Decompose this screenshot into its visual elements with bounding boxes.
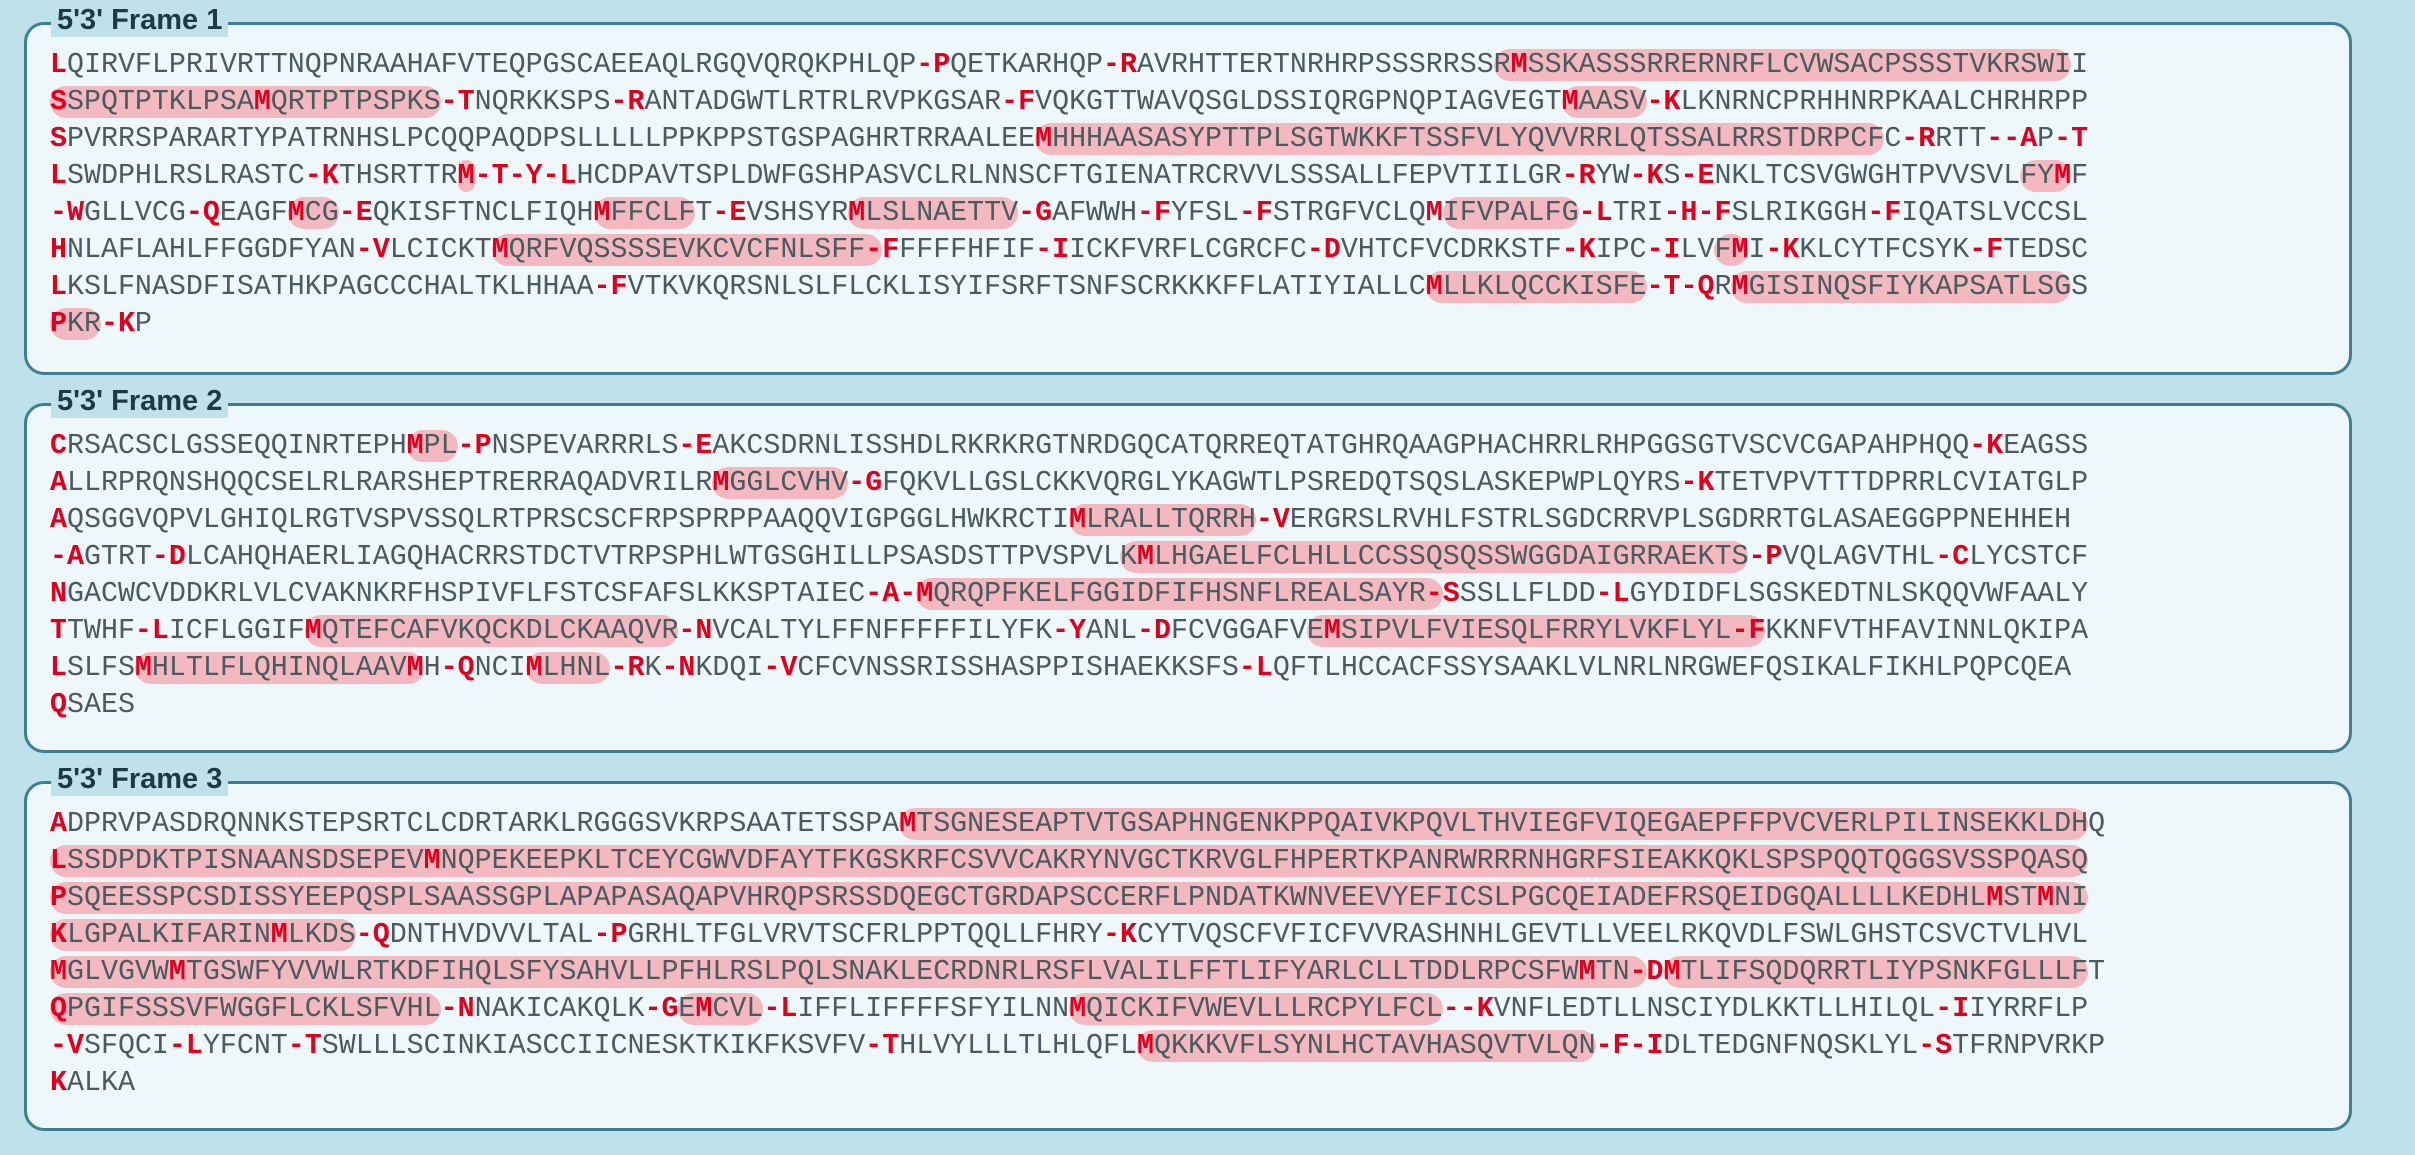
orf-highlight: LSSDPDKTPISNAANSDSEPEVMNQPEKEEPKLTCEYCGW… [50,845,2089,877]
sequence-line: PKR-KP [50,308,152,340]
orf-highlight: EMSIPVLFVIESQLFRRYLVKFLYL-F [1306,615,1766,647]
orf-highlight: QPGIFSSSVFWGGFLCKLSFVHL [50,993,441,1025]
sequence-line: PSQEESSPCSDISSYEEPQSPLSAASSGPLAPAPASAQAP… [50,880,2329,917]
sequence-line: LQIRVFLPRIVRTTNQPNRAAHAFVTEQPGSCAEEAQLRG… [50,49,2089,81]
sequence-line: LSWDPHLRSLRASTC-KTHSRTTRM-T-Y-LHCDPAVTSP… [50,160,2089,192]
sequence-line: QPGIFSSSVFWGGFLCKLSFVHL-NNAKICAKQLK-GEMC… [50,993,2089,1025]
sequence-line: LSSDPDKTPISNAANSDSEPEVMNQPEKEEPKLTCEYCGW… [50,843,2329,880]
orf-highlight: MHLTLFLQHINQLAAVM [134,652,424,684]
orf-highlight: MTSGNESEAPTVTGSAPHNGENKPPQAIVKPQVLTHVIEG… [899,808,2089,840]
orf-highlight: MQICKIFVWEVLLLRCPYLFCL [1069,993,1443,1025]
sequence-line: KLGPALKIFARINMLKDS-QDNTHVDVVLTAL-PGRHLTF… [50,919,2089,951]
orf-highlight: SSPQTPTKLPSAMQRTPTPSPKS [50,86,441,118]
orf-highlight: FYM [2020,160,2072,192]
orf-highlight: MQRFVQSSSSEVKCVCFNLSFF- [491,234,883,266]
orf-highlight: M [457,160,475,192]
frame-3-panel: 5'3' Frame 3 ADPRVPASDRQNNKSTEPSRTCLCDRT… [24,762,2352,1131]
orf-highlight: PSQEESSPCSDISSYEEPQSPLSAASSGPLAPAPASAQAP… [50,882,2089,914]
sequence-line: HNLAFLAHLFFGGDFYAN-VLCICKTMQRFVQSSSSEVKC… [50,234,2089,266]
orf-highlight: KMLHGAELFCLHLLCCSSQSQSSWGGDAIGRRAEKTS [1120,541,1749,573]
frame-1-panel: 5'3' Frame 1 LQIRVFLPRIVRTTNQPNRAAHAFVTE… [24,3,2352,375]
sequence-line: SPVRRSPARARTYPATRNHSLPCQQPAQDPSLLLLLPPKP… [50,123,2089,155]
sequence-line: KALKA [50,1067,135,1099]
frame-1-title: 5'3' Frame 1 [51,3,229,37]
orf-highlight: MAASV [1561,86,1647,118]
orf-highlight: MLLKLQCCKISFE [1425,271,1647,303]
orf-highlight: MGGLCVHV [712,467,849,499]
orf-highlight: MGLVGVWMTGSWFYVVWLRTKDFIHQLSFYSAHVLLPFHL… [50,956,1647,988]
sequence-line: SSPQTPTKLPSAMQRTPTPSPKS-TNQRKKSPS-RANTAD… [50,86,2089,118]
sequence-line: -AGTRT-DLCAHQHAERLIAGQHACRRSTDCTVTRPSPHL… [50,541,2089,573]
orf-highlight: EMCVL [678,993,764,1025]
sequence-line: -WGLLVCG-QEAGFMCG-EQKISFTNCLFIQHMFFCLFT-… [50,197,2089,229]
sequence-line: CRSACSCLGSSEQQINRTEPHMPL-PNSPEVARRRLS-EA… [50,430,2089,462]
sequence-line: TTWHF-LICFLGGIFMQTEFCAFVKQCKDLCKAAQVR-NV… [50,615,2089,647]
frame-2-title: 5'3' Frame 2 [51,384,229,418]
orf-highlight: MQRQPFKELFGGIDFIFHSNFLREALSAYR- [916,578,1443,610]
frame-2-panel: 5'3' Frame 2 CRSACSCLGSSEQQINRTEPHMPL-PN… [24,384,2352,753]
orf-highlight: MCG [287,197,339,229]
orf-highlight: MLSLNAETTV [848,197,1019,229]
orf-highlight: MQTEFCAFVKQCKDLCKAAQVR [304,615,679,647]
sequence-line: QSAES [50,689,135,721]
orf-highlight: RMSSKASSSRRERNRFLCVWSACPSSSTVKRSWI [1493,49,2072,81]
orf-highlight: MTLIFSQDQRRTLIYPSNKFGLLLF [1663,956,2089,988]
sequence-line: ADPRVPASDRQNNKSTEPSRTCLCDRTARKLRGGGSVKRP… [50,808,2106,840]
sequence-line: MGLVGVWMTGSWFYVVWLRTKDFIHQLSFYSAHVLLPFHL… [50,956,2106,988]
orf-highlight: FM [1714,234,1749,266]
orf-highlight: IFVPALFG [1442,197,1579,229]
orf-highlight: MLHNL [525,652,611,684]
orf-highlight: MFFCLF [593,197,696,229]
orf-highlight: MLRALLTQRRH [1069,504,1256,536]
sequence-line: -VSFQCI-LYFCNT-TSWLLLSCINKIASCCIICNESKTK… [50,1030,2106,1062]
sequence-line: LSLFSMHLTLFLQHINQLAAVMH-QNCIMLHNL-RK-NKD… [50,652,2072,684]
sequence-line: LKSLFNASDFISATHKPAGCCCHALTKLHHAA-FVTKVKQ… [50,271,2089,303]
orf-highlight: KLGPALKIFARINMLKDS [50,919,356,951]
sequence-line: NGACWCVDDKRLVLCVAKNKRFHSPIVFLFSTCSFAFSLK… [50,578,2089,610]
orf-highlight: MQKKKVFLSYNLHCTAVHASQVTVLQN [1137,1030,1596,1062]
orf-highlight: MHHHAASASYPTTPLSGTWKKFTSSFVLYQVVRRLQTSSA… [1035,123,1885,155]
orf-highlight: MPL [406,430,458,462]
frame-3-sequence: ADPRVPASDRQNNKSTEPSRTCLCDRTARKLRGGGSVKRP… [50,806,2329,1102]
sequence-line: ALLRPRQNSHQQCSELRLRARSHEPTRERRAQADVRILRM… [50,467,2089,499]
orf-highlight: MGISINQSFIYKAPSATLSG [1731,271,2072,303]
frame-1-sequence: LQIRVFLPRIVRTTNQPNRAAHAFVTEQPGSCAEEAQLRG… [50,47,2329,343]
orf-highlight: PKR [50,308,101,340]
sequence-line: AQSGGVQPVLGHIQLRGTVSPVSSQLRTPRSCSCFRPSPR… [50,504,2072,536]
frame-2-sequence: CRSACSCLGSSEQQINRTEPHMPL-PNSPEVARRRLS-EA… [50,428,2329,724]
frame-3-title: 5'3' Frame 3 [51,762,229,796]
